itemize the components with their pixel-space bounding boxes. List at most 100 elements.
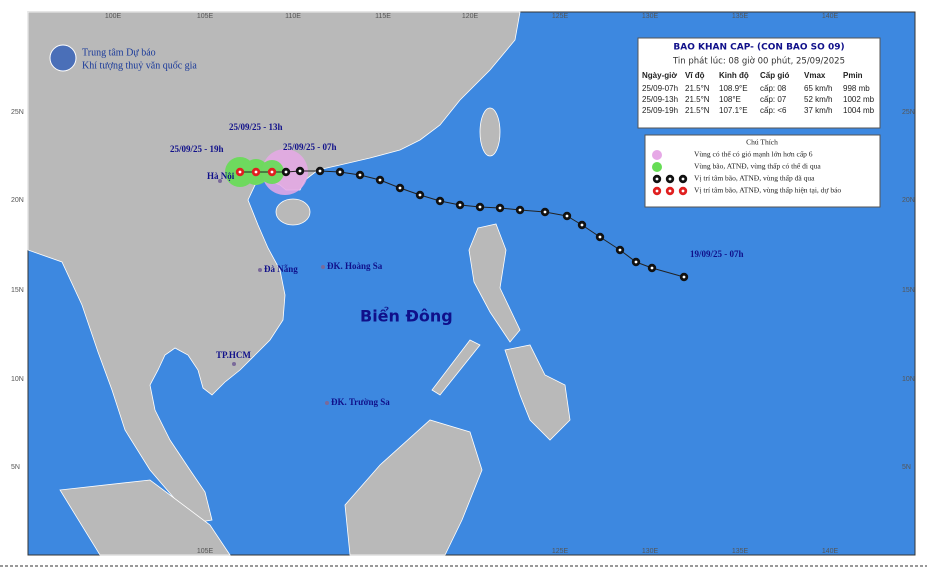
lat-label: 15N [11, 287, 24, 294]
storm-eye [518, 208, 522, 212]
lat-label: 5N [902, 464, 911, 471]
table-cell: 108.9°E [719, 84, 748, 93]
storm-eye [682, 275, 686, 279]
storm-eye [478, 205, 482, 209]
storm-eye [681, 189, 685, 193]
logo-line: Khí tượng thuỷ văn quốc gia [82, 60, 197, 71]
storm-eye [580, 223, 584, 227]
table-header: Ngày-giờ [642, 71, 677, 80]
time-label: 25/09/25 - 07h [283, 142, 337, 152]
legend-icon [652, 150, 662, 160]
lon-label: 125E [552, 548, 569, 555]
track-symbols [235, 166, 689, 282]
storm-eye [650, 266, 654, 270]
storm-eye [418, 193, 422, 197]
table-header: Kinh độ [719, 71, 749, 80]
legend-item: Vùng có thể có gió mạnh lớn hơn cấp 6 [694, 150, 813, 159]
storm-eye [238, 170, 242, 174]
table-cell: 25/09-07h [642, 84, 678, 93]
lat-label: 10N [11, 376, 24, 383]
legend-title: Chú Thích [746, 138, 778, 147]
table-cell: 998 mb [843, 84, 870, 93]
storm-eye [618, 248, 622, 252]
table-cell: 108°E [719, 95, 741, 104]
storm-eye [681, 177, 685, 181]
lon-label: 125E [552, 13, 569, 20]
hainan [275, 198, 311, 226]
table-cell: 107.1°E [719, 106, 748, 115]
lon-label: 140E [822, 13, 839, 20]
storm-eye [318, 169, 322, 173]
bulletin: BAO KHAN CAP- (CON BAO SO 09) Tin phát l… [637, 37, 881, 129]
time-label: 19/09/25 - 07h [690, 249, 744, 259]
time-label: 25/09/25 - 13h [229, 122, 283, 132]
place-label: Đà Nẵng [264, 264, 298, 274]
lat-label: 10N [902, 376, 915, 383]
table-cell: cấp: 07 [760, 95, 787, 104]
storm-eye [284, 170, 288, 174]
table-header: Pmin [843, 71, 863, 80]
storm-eye [655, 189, 659, 193]
lon-label: 130E [642, 548, 659, 555]
palawan [431, 339, 481, 396]
lat-label: 25N [902, 109, 915, 116]
storm-eye [634, 260, 638, 264]
borneo [344, 419, 483, 556]
luzon [468, 223, 521, 343]
storm-eye [378, 178, 382, 182]
bulletin-box [637, 37, 881, 129]
bulletin-issued: Tin phát lúc: 08 giờ 00 phút, 25/09/2025 [672, 56, 845, 67]
visayas-mindanao [504, 344, 571, 441]
table-cell: 52 km/h [804, 95, 832, 104]
place-label: ĐK. Hoàng Sa [327, 261, 383, 271]
land [27, 11, 571, 556]
sumatra [59, 479, 231, 556]
lat-label: 25N [11, 109, 24, 116]
place-label: Hà Nội [207, 171, 235, 181]
storm-eye [655, 177, 659, 181]
lon-label: 140E [822, 548, 839, 555]
storm-eye [668, 177, 672, 181]
table-cell: 21.5°N [685, 106, 710, 115]
storm-eye [270, 170, 274, 174]
table-cell: 1002 mb [843, 95, 875, 104]
storm-eye [543, 210, 547, 214]
legend-item: Vị trí tâm bão, ATNĐ, vùng thấp đã qua [694, 174, 815, 183]
lat-label: 20N [902, 197, 915, 204]
table-cell: 37 km/h [804, 106, 832, 115]
table-cell: 25/09-13h [642, 95, 678, 104]
lon-label: 100E [105, 13, 122, 20]
lon-label: 135E [732, 13, 749, 20]
storm-eye [565, 214, 569, 218]
storm-eye [398, 186, 402, 190]
legend: Chú Thích Vùng có thể có gió mạnh lớn hơ… [644, 134, 881, 208]
storm-eye [498, 206, 502, 210]
lon-label: 105E [197, 548, 214, 555]
lon-label: 130E [642, 13, 659, 20]
storm-eye [598, 235, 602, 239]
storm-eye [254, 170, 258, 174]
table-header: Vmax [804, 71, 826, 80]
lon-label: 120E [462, 13, 479, 20]
taiwan [479, 107, 501, 157]
place-label: ĐK. Trường Sa [331, 397, 390, 407]
table-header: Cấp gió [760, 71, 789, 80]
lat-label: 15N [902, 287, 915, 294]
storm-eye [338, 170, 342, 174]
lat-label: 20N [11, 197, 24, 204]
sea-label: Biển Đông [360, 307, 453, 326]
lon-label: 105E [197, 13, 214, 20]
place-dots [218, 179, 329, 405]
table-cell: cấp: 08 [760, 84, 787, 93]
bulletin-title: BAO KHAN CAP- (CON BAO SO 09) [673, 43, 844, 53]
lat-label: 5N [11, 464, 20, 471]
table-header: Vĩ độ [685, 71, 705, 80]
table-cell: 25/09-19h [642, 106, 678, 115]
table-cell: 1004 mb [843, 106, 875, 115]
table-cell: 65 km/h [804, 84, 832, 93]
time-label: 25/09/25 - 19h [170, 144, 224, 154]
lon-label: 135E [732, 548, 749, 555]
table-cell: 21.5°N [685, 95, 710, 104]
lon-label: 110E [285, 13, 301, 20]
